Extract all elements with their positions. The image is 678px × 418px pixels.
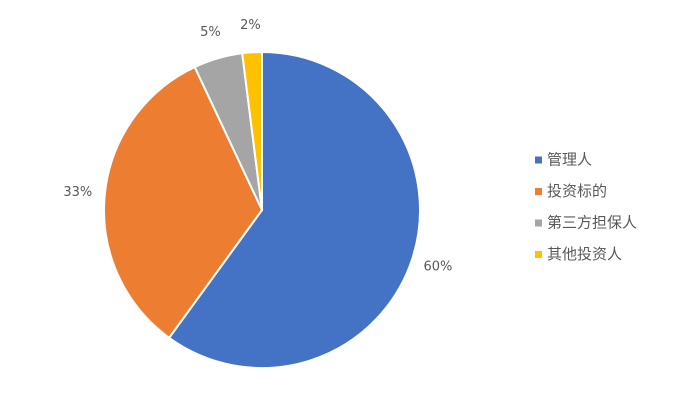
legend-swatch [535,156,542,164]
legend-label: 管理人 [547,151,592,169]
legend-label: 其他投资人 [547,245,622,263]
legend-label: 第三方担保人 [547,214,637,232]
data-label: 60% [423,260,452,275]
pie-slice [241,50,263,211]
pie-slice [103,65,264,340]
pie-slice [167,50,421,369]
legend-swatch [535,219,542,227]
data-label: 5% [200,25,221,40]
data-label: 2% [240,18,261,33]
legend-swatch [535,251,542,258]
legend-swatch [535,188,542,195]
data-label: 33% [63,185,92,200]
legend-label: 投资标的 [547,182,607,200]
